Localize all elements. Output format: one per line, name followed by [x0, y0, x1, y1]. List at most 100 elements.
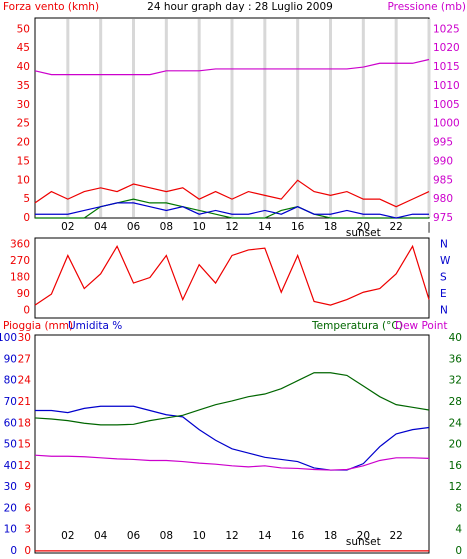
y3-tick-label: 15: [18, 439, 31, 451]
y-tick-label: 50: [4, 439, 17, 451]
y2-tick-label: E: [440, 288, 447, 300]
x-tick-label: 04: [94, 530, 108, 542]
plot-frame: [34, 334, 430, 554]
annotation: sunset: [346, 536, 381, 548]
y-tick-label: 40: [4, 460, 17, 472]
y2-tick-label: 995: [433, 137, 453, 149]
x-tick-label: 06: [127, 221, 141, 233]
x-tick-label: 20: [357, 530, 370, 542]
y2-tick-label: N: [440, 238, 448, 250]
y-tick-label: 10: [4, 524, 17, 536]
series-line: [35, 202, 429, 219]
series-line: [34, 372, 430, 426]
legend-entry: Umidita %: [68, 320, 122, 332]
x-tick-label: 16: [291, 530, 305, 542]
y-tick-label: 5: [23, 193, 30, 205]
y2-tick-label: 8: [455, 502, 462, 514]
y2-tick-label: 1000: [433, 118, 460, 130]
y3-tick-label: 9: [24, 481, 31, 493]
y-tick-label: 0: [23, 305, 30, 317]
y2-tick-label: 12: [449, 481, 462, 493]
chart-title: 24 hour graph day : 28 Luglio 2009: [147, 1, 333, 13]
y-tick-label: 50: [17, 23, 30, 35]
x-tick-label: 14: [258, 221, 272, 233]
y2-tick-label: 20: [449, 439, 462, 451]
y2-tick-label: 980: [433, 193, 453, 205]
y2-tick-label: 24: [449, 417, 463, 429]
y-tick-label: 20: [17, 137, 30, 149]
x-tick-label: |: [427, 221, 431, 233]
x-tick-label: 12: [225, 530, 238, 542]
y-tick-label: 100: [0, 332, 17, 344]
series-line: [35, 405, 430, 471]
y-tick-label: 25: [17, 118, 30, 130]
x-tick-label: |: [427, 530, 431, 542]
y-tick-label: 30: [17, 99, 30, 111]
series-line: [34, 454, 430, 471]
x-tick-label: 22: [389, 221, 402, 233]
y2-tick-label: W: [440, 255, 451, 267]
y2-tick-label: 32: [449, 375, 462, 387]
y-tick-label: 20: [4, 502, 17, 514]
y2-tick-label: 28: [449, 396, 462, 408]
x-tick-label: 18: [324, 530, 337, 542]
y-tick-label: 45: [17, 42, 30, 54]
x-tick-label: 12: [225, 221, 238, 233]
y-tick-label: 360: [10, 238, 30, 250]
x-tick-label: 08: [160, 221, 173, 233]
series-line: [34, 58, 430, 76]
y-tick-label: 15: [17, 155, 30, 167]
x-tick-label: 10: [192, 221, 205, 233]
x-tick-label: 04: [94, 221, 108, 233]
y2-tick-label: 1015: [433, 61, 460, 73]
legend-entry: Dew Point: [395, 320, 448, 332]
y-tick-label: 90: [4, 353, 17, 365]
series-line: [34, 244, 430, 306]
y3-tick-label: 3: [24, 524, 31, 536]
y-tick-label: 90: [17, 288, 30, 300]
legend-entry: Pioggia (mm): [3, 320, 73, 332]
y2-tick-label: 985: [433, 174, 453, 186]
y-tick-label: 80: [4, 375, 17, 387]
y-tick-label: 180: [10, 272, 30, 284]
y3-tick-label: 24: [18, 375, 32, 387]
y2-tick-label: 0: [455, 545, 462, 557]
x-tick-label: 10: [192, 530, 205, 542]
y3-tick-label: 0: [24, 545, 31, 557]
y-tick-label: 60: [4, 417, 17, 429]
y2-tick-label: 1020: [433, 42, 460, 54]
series-line: [34, 179, 430, 208]
x-tick-label: 02: [61, 221, 74, 233]
y2-tick-label: 40: [449, 332, 462, 344]
y2-tick-label: N: [440, 305, 448, 317]
y-tick-label: 30: [4, 481, 17, 493]
y2-axis-title: Pressione (mb): [387, 1, 466, 13]
x-tick-label: 02: [61, 530, 74, 542]
y2-tick-label: S: [440, 272, 447, 284]
y-axis-title: Forza vento (kmh): [3, 1, 99, 13]
x-tick-label: 18: [324, 221, 337, 233]
plot-frame: [34, 237, 430, 319]
y3-tick-label: 30: [18, 332, 31, 344]
x-tick-label: 06: [127, 530, 141, 542]
y2-tick-label: 990: [433, 155, 453, 167]
y3-tick-label: 6: [24, 502, 31, 514]
legend-entry: Temperatura (°C): [311, 320, 403, 332]
x-tick-label: 08: [160, 530, 173, 542]
y-tick-label: 270: [10, 255, 30, 267]
y2-tick-label: 1005: [433, 99, 460, 111]
y2-tick-label: 36: [449, 353, 463, 365]
y-tick-label: 40: [17, 61, 30, 73]
y-tick-label: 0: [10, 545, 17, 557]
x-tick-label: 16: [291, 221, 305, 233]
y2-tick-label: 1025: [433, 23, 460, 35]
y3-tick-label: 27: [18, 353, 31, 365]
y2-tick-label: 16: [449, 460, 463, 472]
y-tick-label: 35: [17, 80, 30, 92]
y2-tick-label: 975: [433, 212, 453, 224]
y-tick-label: 10: [17, 174, 30, 186]
annotation: sunset: [346, 227, 381, 239]
y2-tick-label: 4: [455, 524, 462, 536]
y2-tick-label: 1010: [433, 80, 460, 92]
